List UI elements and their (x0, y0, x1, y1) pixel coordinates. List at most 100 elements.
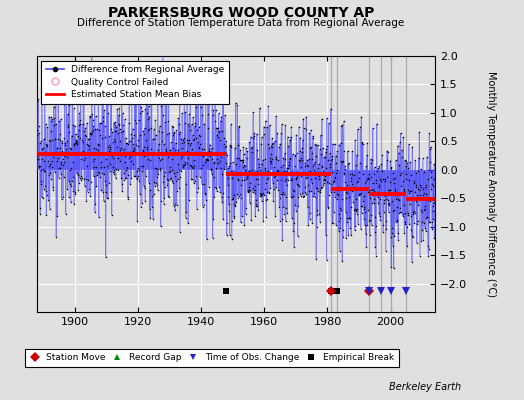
Point (209, 216, 217, 222)
Point (174, 121, 183, 127)
Point (101, 134, 109, 140)
Point (126, 181, 134, 187)
Point (308, 156, 316, 162)
Point (143, 80, 151, 87)
Point (351, 137, 359, 144)
Point (165, 169, 173, 176)
Point (246, 133, 255, 140)
Point (266, 185, 275, 191)
Point (66, 166, 74, 173)
Point (337, 206, 345, 213)
Point (394, 142, 402, 149)
Point (220, 166, 228, 172)
Point (109, 155, 117, 161)
Point (132, 120, 140, 126)
Point (344, 147, 352, 154)
Point (283, 210, 292, 216)
Point (257, 190, 265, 197)
Point (313, 211, 322, 218)
Point (380, 176, 389, 182)
Point (184, 140, 193, 147)
Point (179, 164, 187, 170)
Point (333, 195, 341, 202)
Point (237, 182, 246, 188)
Point (148, 193, 156, 200)
Point (326, 188, 335, 195)
Point (231, 100, 239, 106)
Point (178, 110, 186, 116)
Point (399, 178, 407, 184)
Point (82, 176, 90, 182)
Point (408, 234, 417, 240)
Point (374, 200, 383, 206)
Point (49, 187, 58, 194)
Point (73, 171, 82, 178)
Point (391, 175, 399, 181)
Point (315, 146, 324, 153)
Point (253, 130, 261, 137)
Point (113, 149, 121, 155)
Point (48, 164, 57, 170)
Point (275, 204, 283, 210)
Point (169, 202, 178, 209)
Point (124, 155, 133, 161)
Point (288, 171, 297, 177)
Point (347, 178, 355, 184)
Point (136, 109, 145, 116)
Point (121, 153, 129, 159)
Point (215, 128, 224, 135)
Point (315, 188, 324, 195)
Point (372, 177, 380, 183)
Point (388, 230, 396, 236)
Point (408, 232, 416, 239)
Point (71, 188, 79, 195)
Point (224, 193, 233, 200)
Point (288, 194, 297, 200)
Point (38, 194, 46, 200)
Point (417, 207, 425, 213)
Point (213, 160, 222, 167)
Point (284, 177, 292, 183)
Point (370, 214, 379, 220)
Point (130, 116, 139, 123)
Point (341, 179, 350, 185)
Point (293, 233, 302, 239)
Point (63, 110, 72, 117)
Point (222, 138, 231, 144)
Point (71, 131, 80, 137)
Point (45, 163, 53, 170)
Point (411, 189, 420, 195)
Point (371, 229, 379, 236)
Point (143, 144, 151, 150)
Point (220, 135, 228, 141)
Point (183, 155, 192, 162)
Point (114, 130, 122, 136)
Point (332, 170, 341, 176)
Point (229, 169, 237, 176)
Point (381, 189, 390, 196)
Point (114, 112, 123, 118)
Point (227, 218, 236, 224)
Point (401, 221, 410, 228)
Point (156, 165, 164, 172)
Point (234, 142, 242, 148)
Point (170, 173, 179, 179)
Point (356, 203, 365, 209)
Point (416, 187, 424, 193)
Point (289, 193, 297, 200)
Point (233, 171, 242, 178)
Point (64, 102, 73, 108)
Point (57, 159, 66, 165)
Point (45, 113, 53, 120)
Point (52, 97, 60, 103)
Point (307, 144, 315, 150)
Point (209, 235, 217, 241)
Point (212, 185, 220, 191)
Point (408, 144, 417, 151)
Point (172, 178, 180, 184)
Point (115, 121, 123, 128)
Point (345, 193, 354, 200)
Point (268, 179, 277, 186)
Point (288, 215, 296, 222)
Point (192, 86, 200, 93)
